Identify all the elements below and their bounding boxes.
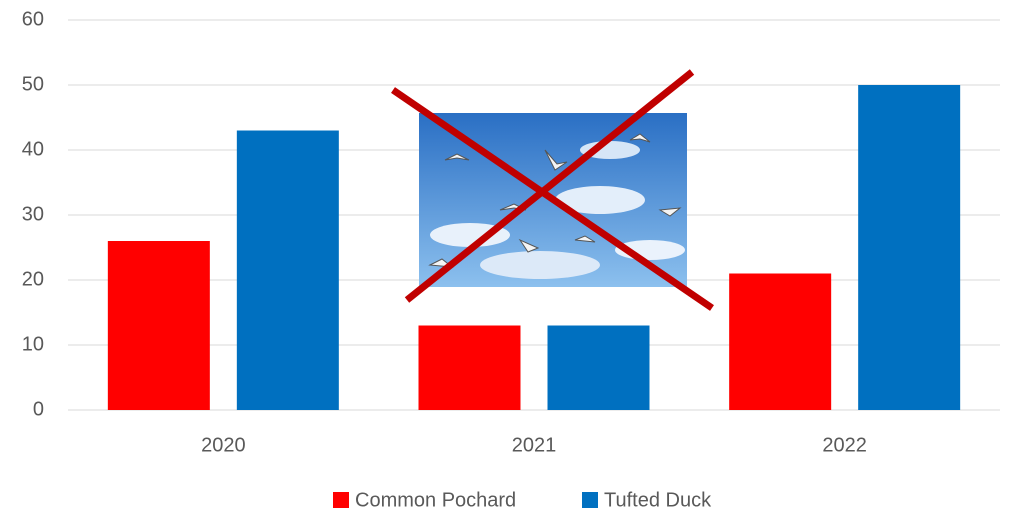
y-tick-label: 20 xyxy=(22,268,44,290)
y-tick-label: 50 xyxy=(22,73,44,95)
legend-label: Common Pochard xyxy=(355,489,516,511)
x-tick-label: 2020 xyxy=(201,434,246,456)
legend: Common Pochard Tufted Duck xyxy=(333,489,712,511)
y-tick-label: 40 xyxy=(22,138,44,160)
legend-swatch xyxy=(582,492,598,508)
bar xyxy=(858,85,961,410)
legend-swatch xyxy=(333,492,349,508)
bar xyxy=(729,273,832,410)
bar xyxy=(107,241,210,410)
legend-label: Tufted Duck xyxy=(604,489,712,511)
bar xyxy=(547,325,650,410)
y-tick-label: 10 xyxy=(22,333,44,355)
bar xyxy=(418,325,521,410)
x-tick-label: 2021 xyxy=(512,434,557,456)
bar xyxy=(236,130,339,410)
cross-out xyxy=(391,69,714,311)
plot-area: 0 10 20 30 40 50 60 2020 2021 2022 xyxy=(22,8,1000,456)
y-tick-label: 60 xyxy=(22,8,44,30)
x-tick-label: 2022 xyxy=(822,434,867,456)
y-tick-label: 30 xyxy=(22,203,44,225)
y-tick-label: 0 xyxy=(33,398,44,420)
